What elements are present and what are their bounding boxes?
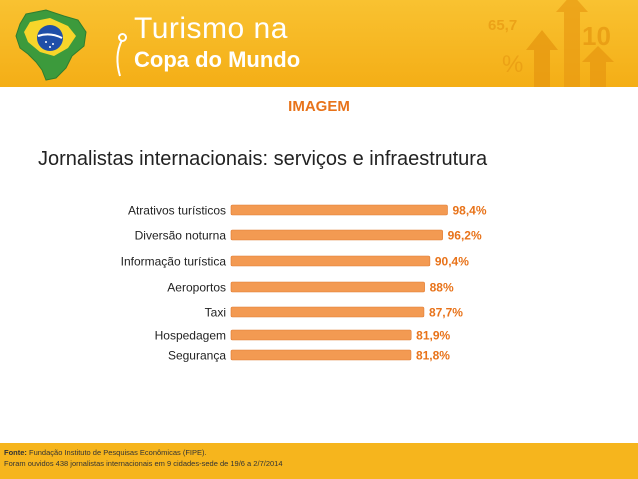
bar-4: [230, 306, 425, 318]
bar-1: [230, 229, 443, 241]
deco-number-1: 65,7: [488, 17, 517, 34]
footer-source: Fonte: Fundação Instituto de Pesquisas E…: [4, 448, 207, 457]
deco-percent-symbol: %: [502, 51, 523, 78]
bar-chart: Atrativos turísticos 98,4% Diversão noturn…: [121, 204, 487, 363]
value-label-5: 81,9%: [416, 329, 450, 343]
brand-title-line1: Turismo na: [134, 12, 288, 45]
value-label-3: 88%: [430, 281, 454, 295]
footer-bar: Fonte: Fundação Instituto de Pesquisas E…: [0, 443, 638, 479]
footer-source-label: Fonte:: [4, 448, 27, 457]
section-label: IMAGEM: [288, 98, 350, 115]
decorative-growth-arrows-icon: 65,7 10 %: [488, 0, 614, 87]
value-label-4: 87,7%: [429, 306, 463, 320]
bar-5: [230, 329, 412, 341]
bar-3: [230, 281, 425, 293]
bar-2: [230, 255, 431, 267]
category-label-2: Informação turística: [121, 255, 227, 269]
brazil-map-logo-icon: [15, 9, 87, 81]
header-banner: Turismo na Copa do Mundo 65,7 10 %: [0, 0, 638, 87]
value-label-0: 98,4%: [452, 204, 486, 218]
brand-dot-icon: [118, 33, 127, 42]
category-label-1: Diversão noturna: [135, 229, 227, 243]
footer-source-text: Fundação Instituto de Pesquisas Econômic…: [26, 448, 207, 457]
brand-title-line2: Copa do Mundo: [134, 47, 301, 72]
category-label-3: Aeroportos: [167, 281, 226, 295]
value-label-6: 81,8%: [416, 349, 450, 363]
category-label-5: Hospedagem: [155, 329, 226, 343]
chart-title: Jornalistas internacionais: serviços e i…: [38, 148, 488, 170]
category-label-0: Atrativos turísticos: [128, 204, 226, 218]
value-label-2: 90,4%: [435, 255, 469, 269]
footer-note: Foram ouvidos 438 jornalistas internacio…: [4, 459, 283, 468]
value-label-1: 96,2%: [448, 229, 482, 243]
deco-number-2: 10: [582, 21, 611, 51]
bar-0: [230, 204, 448, 216]
bar-6: [230, 349, 412, 361]
category-label-4: Taxi: [205, 306, 226, 320]
category-label-6: Segurança: [168, 349, 226, 363]
brand-curve-icon: [116, 39, 123, 77]
